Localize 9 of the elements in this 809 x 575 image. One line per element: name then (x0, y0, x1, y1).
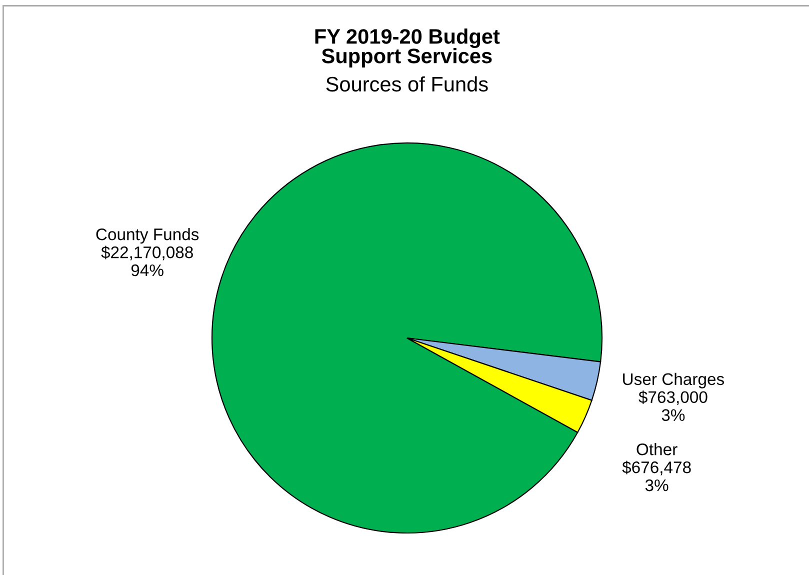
pie-slice (211, 142, 603, 534)
slice-label: County Funds (96, 228, 199, 244)
data-label: $763,000 3% (638, 390, 708, 421)
slice-label: Other (636, 443, 678, 456)
chart-title: FY 2019-20 Budget Support Services (315, 28, 500, 68)
slice-label: User Charges (623, 372, 724, 388)
chart-subtitle: Sources of Funds (326, 76, 488, 92)
data-label: $676,478 3% (622, 460, 691, 492)
data-label: $22,170,088 94% (101, 246, 193, 276)
